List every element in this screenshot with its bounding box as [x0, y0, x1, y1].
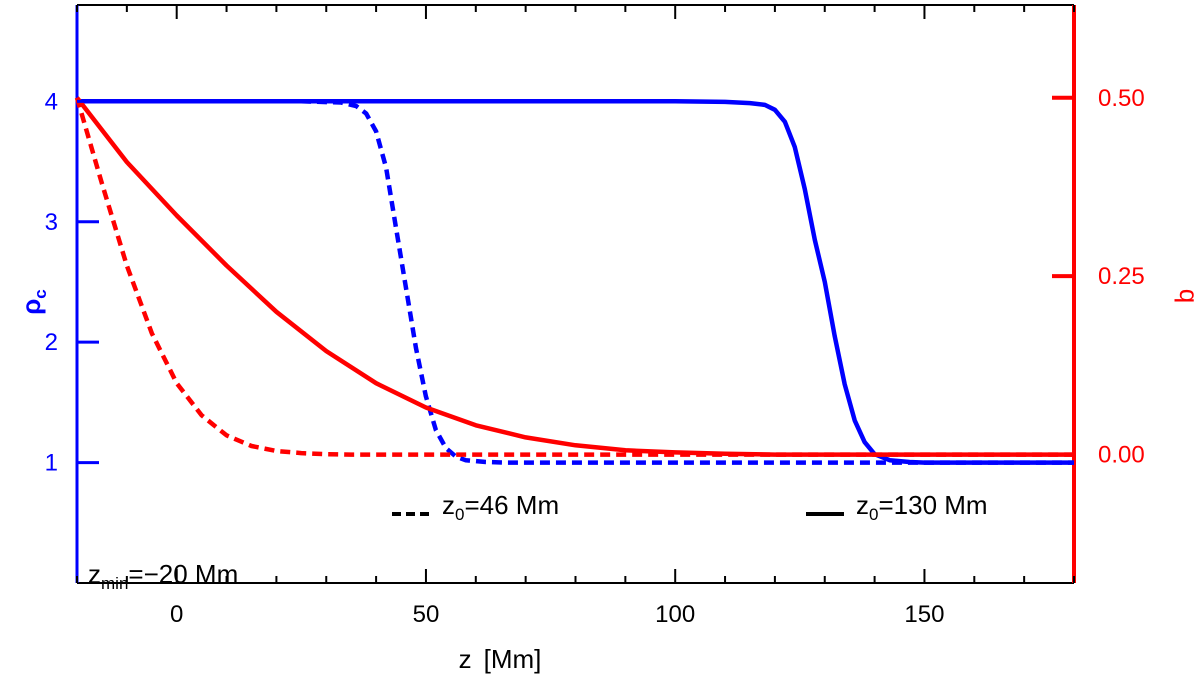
y-left-tick-label: 2	[45, 329, 58, 356]
y-left-tick-label: 3	[45, 209, 58, 236]
x-tick-label: 150	[904, 601, 944, 628]
legend-entry-z0-130: z0=130 Mm	[856, 490, 988, 524]
y-right-tick-label: 0.50	[1098, 85, 1145, 112]
legend-entry-z0-46: z0=46 Mm	[442, 490, 559, 524]
y-right-tick-label: 0.00	[1098, 442, 1145, 469]
series-q-solid	[75, 96, 1074, 457]
x-tick-label: 100	[655, 601, 695, 628]
x-axis-label: z [Mm]	[459, 644, 542, 674]
x-tick-label: 50	[413, 601, 440, 628]
x-tick-label: 0	[170, 601, 183, 628]
legend: z0=46 Mm z0=130 Mm	[392, 490, 988, 524]
y-left-tick-label: 4	[45, 88, 58, 115]
y-left-axis-label: ρc	[16, 289, 50, 315]
series-rho-dashed	[77, 99, 1074, 465]
y-right-tick-label: 0.25	[1098, 263, 1145, 290]
zmin-annotation: zmin=−20 Mm	[88, 559, 238, 593]
series-q-dashed	[74, 97, 1074, 457]
series-rho-solid	[77, 99, 1074, 465]
series-group	[74, 96, 1074, 465]
y-left-tick-label: 1	[45, 450, 58, 477]
ticks-group: 0 50 100 150 1 2 3 4 0.00 0.25 0.50	[45, 5, 1145, 628]
y-right-axis-label: q	[1174, 289, 1200, 303]
